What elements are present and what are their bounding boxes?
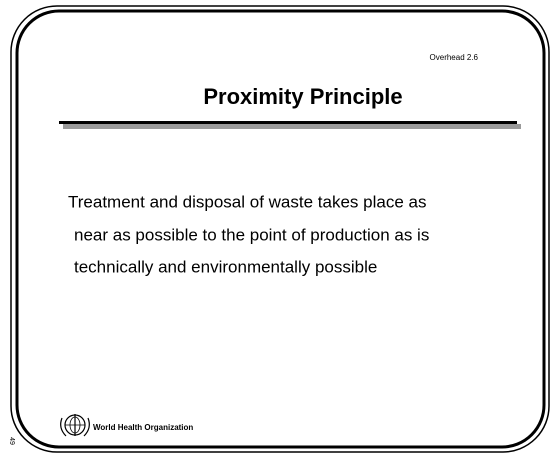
slide-title: Proximity Principle xyxy=(203,84,402,109)
overhead-label: Overhead 2.6 xyxy=(430,53,479,62)
who-logo xyxy=(60,414,90,437)
rule-shadow xyxy=(63,124,521,129)
footer-org: World Health Organization xyxy=(93,423,193,432)
page-number: 49 xyxy=(8,437,15,445)
outer-frame xyxy=(10,5,550,453)
body-line: Treatment and disposal of waste takes pl… xyxy=(68,192,426,211)
title-rule xyxy=(59,121,517,124)
body-line: near as possible to the point of product… xyxy=(74,225,429,244)
inner-frame xyxy=(15,9,546,449)
body-line: technically and environmentally possible xyxy=(74,257,377,276)
